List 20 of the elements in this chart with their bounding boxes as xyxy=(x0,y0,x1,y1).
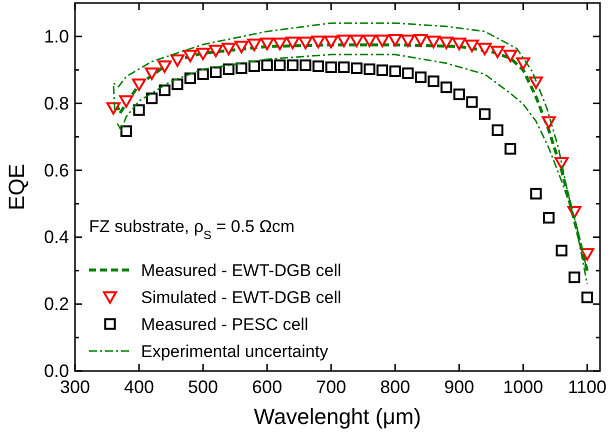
legend-label: Measured - PESC cell xyxy=(141,315,308,334)
x-tick-label: 700 xyxy=(316,377,346,397)
annotation: FZ substrate, ρ$_{S}$ = 0.5 Ωcm xyxy=(89,217,295,242)
y-tick-label: 1.0 xyxy=(44,26,69,46)
x-axis-title: Wavelenght (μm) xyxy=(254,404,422,429)
x-tick-label: 1000 xyxy=(503,377,544,397)
x-tick-label: 600 xyxy=(252,377,282,397)
legend-label: Experimental uncertainty xyxy=(141,342,329,361)
y-tick-label: 0.8 xyxy=(44,93,69,114)
y-tick-label: 0.2 xyxy=(44,294,69,314)
x-tick-label: 800 xyxy=(380,377,410,397)
x-tick-label: 1100 xyxy=(568,377,607,397)
legend-label: Measured - EWT-DGB cell xyxy=(141,261,342,280)
x-tick-label: 900 xyxy=(444,377,474,397)
y-tick-label: 0.4 xyxy=(44,227,69,248)
legend-label: Simulated - EWT-DGB cell xyxy=(141,288,342,307)
x-tick-label: 400 xyxy=(124,377,154,397)
y-tick-label: 0.6 xyxy=(44,160,69,180)
y-axis-title: EQE xyxy=(4,164,29,210)
x-tick-label: 500 xyxy=(188,377,218,397)
